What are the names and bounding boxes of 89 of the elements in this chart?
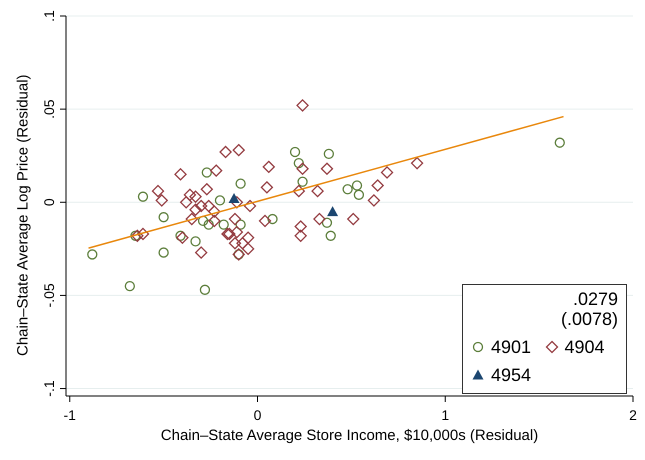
point bbox=[267, 214, 278, 224]
x-axis-title: Chain–State Average Store Income, $10,000s (Residual) bbox=[160, 427, 538, 444]
x-tick-label: 1 bbox=[441, 407, 450, 423]
point bbox=[158, 247, 169, 258]
point bbox=[294, 158, 304, 168]
point bbox=[214, 195, 226, 206]
point bbox=[184, 188, 196, 201]
point bbox=[208, 214, 220, 228]
point bbox=[200, 284, 210, 295]
point bbox=[208, 205, 220, 218]
point bbox=[327, 206, 338, 216]
point bbox=[292, 184, 305, 198]
point bbox=[175, 230, 186, 241]
point bbox=[235, 178, 246, 189]
point bbox=[296, 162, 309, 175]
point bbox=[354, 190, 364, 200]
point bbox=[324, 148, 334, 159]
y-tick-label: .1 bbox=[41, 10, 57, 22]
point bbox=[242, 232, 254, 244]
point bbox=[554, 138, 565, 148]
point bbox=[228, 212, 242, 226]
y-tick-label: .05 bbox=[41, 99, 57, 119]
point bbox=[410, 157, 424, 170]
point bbox=[322, 218, 332, 228]
point bbox=[124, 280, 135, 292]
point bbox=[195, 200, 208, 212]
y-tick-label: 0 bbox=[41, 198, 57, 206]
point bbox=[296, 99, 309, 112]
point bbox=[174, 168, 187, 180]
legend-label: 4901 bbox=[491, 336, 532, 358]
point bbox=[230, 196, 243, 208]
point bbox=[342, 184, 353, 194]
point bbox=[202, 200, 215, 212]
point bbox=[190, 236, 201, 247]
point bbox=[236, 237, 249, 250]
point bbox=[210, 164, 222, 177]
point bbox=[204, 219, 214, 230]
y-axis-title: Chain–State Average Log Price (Residual) bbox=[14, 74, 32, 356]
point bbox=[232, 144, 245, 156]
point bbox=[180, 196, 192, 208]
point bbox=[372, 179, 384, 192]
point bbox=[297, 176, 308, 187]
point bbox=[228, 237, 242, 250]
y-tick-label: -.1 bbox=[41, 380, 57, 397]
point bbox=[230, 226, 243, 238]
point bbox=[156, 194, 168, 207]
point bbox=[202, 167, 212, 178]
legend-label: 4954 bbox=[491, 364, 532, 386]
point bbox=[294, 220, 307, 233]
point bbox=[258, 214, 272, 228]
point bbox=[136, 228, 150, 240]
point bbox=[326, 230, 336, 241]
point bbox=[198, 216, 208, 226]
y-tick-label: -.05 bbox=[41, 283, 57, 308]
point bbox=[158, 212, 169, 222]
x-tick-label: 0 bbox=[254, 407, 262, 423]
point bbox=[130, 230, 141, 241]
point bbox=[219, 146, 232, 158]
point bbox=[87, 249, 98, 260]
point bbox=[138, 192, 148, 202]
point bbox=[176, 232, 189, 244]
point bbox=[260, 181, 274, 194]
x-tick-label: 2 bbox=[629, 407, 638, 423]
point bbox=[195, 246, 208, 259]
legend-label: 4904 bbox=[564, 336, 605, 358]
point bbox=[311, 184, 324, 198]
point bbox=[347, 212, 360, 226]
point bbox=[294, 230, 307, 242]
annotation: .0279 bbox=[572, 289, 618, 309]
x-tick-label: -1 bbox=[64, 407, 76, 423]
point bbox=[313, 212, 326, 226]
point bbox=[352, 180, 362, 191]
point bbox=[368, 194, 380, 207]
point bbox=[242, 242, 254, 255]
point bbox=[262, 160, 275, 174]
point bbox=[189, 190, 202, 203]
point bbox=[320, 162, 334, 175]
point bbox=[186, 212, 198, 226]
point bbox=[228, 193, 240, 204]
point bbox=[200, 183, 213, 196]
point bbox=[380, 166, 394, 179]
annotation: (.0078) bbox=[560, 309, 618, 329]
point bbox=[290, 146, 300, 158]
point bbox=[189, 204, 202, 216]
point bbox=[244, 200, 256, 212]
point bbox=[218, 219, 229, 230]
point bbox=[131, 230, 144, 242]
point bbox=[235, 219, 246, 230]
point bbox=[152, 184, 164, 198]
